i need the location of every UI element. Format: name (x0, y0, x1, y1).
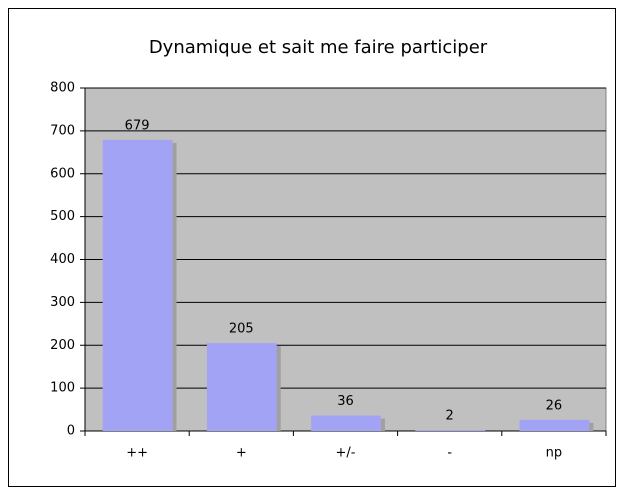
data-label: 205 (229, 322, 254, 337)
y-tick-label: 200 (50, 338, 75, 353)
x-tick-label: +/- (336, 446, 356, 461)
y-tick-label: 0 (67, 424, 75, 439)
bar (519, 419, 590, 431)
x-tick-label: - (447, 446, 452, 461)
x-tick-label: + (236, 446, 247, 461)
data-label: 36 (337, 394, 354, 409)
y-tick-label: 400 (50, 252, 75, 267)
data-label: 2 (446, 409, 454, 424)
y-tick-label: 700 (50, 123, 75, 138)
data-label: 679 (125, 118, 150, 133)
y-tick-label: 300 (50, 295, 75, 310)
data-label: 26 (546, 398, 563, 413)
y-tick-label: 800 (50, 81, 75, 96)
y-tick-label: 500 (50, 209, 75, 224)
x-tick-label: np (546, 446, 563, 461)
bar (415, 430, 486, 431)
bar (206, 343, 277, 431)
chart-title: Dynamique et sait me faire participer (149, 37, 488, 58)
y-tick-label: 100 (50, 381, 75, 396)
y-tick-label: 600 (50, 166, 75, 181)
x-tick-label: ++ (126, 446, 148, 461)
bar (102, 139, 173, 431)
bar (311, 415, 381, 431)
